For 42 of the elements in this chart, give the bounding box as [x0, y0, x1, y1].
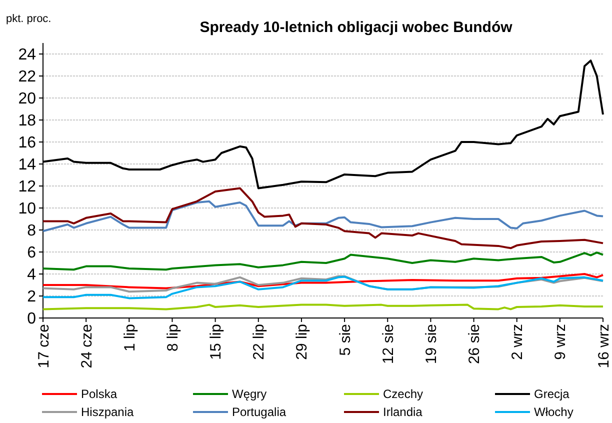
line-series	[42, 273, 604, 290]
y-tick-label: 12	[18, 178, 36, 196]
legend-label: Portugalia	[232, 405, 286, 420]
y-tick-label: 22	[18, 68, 36, 86]
y-tick-label: 20	[18, 90, 36, 108]
legend-label: Grecja	[534, 387, 570, 402]
y-tick-label: 18	[18, 112, 36, 130]
line-series	[42, 200, 604, 232]
legend-label: Węgry	[232, 387, 267, 402]
line-series	[42, 252, 604, 271]
y-tick-label: 6	[27, 244, 36, 262]
x-tick-label: 8 lip	[164, 324, 182, 352]
y-tick-label: 2	[27, 288, 36, 306]
legend-label: Polska	[81, 387, 118, 402]
x-tick-label: 9 wrz	[552, 324, 570, 360]
line-series	[42, 276, 604, 300]
x-tick-label: 22 lip	[250, 324, 268, 360]
x-tick-label: 29 lip	[294, 324, 311, 360]
line-series	[42, 187, 604, 250]
x-tick-label: 17 cze	[35, 324, 52, 368]
legend-label: Irlandia	[383, 405, 423, 420]
legend-label: Hiszpania	[81, 405, 134, 420]
y-tick-label: 24	[18, 46, 36, 64]
y-tick-label: 0	[27, 310, 36, 328]
y-tick-label: 14	[18, 156, 36, 174]
x-tick-label: 24 cze	[78, 324, 96, 368]
x-tick-label: 2 wrz	[509, 324, 526, 360]
x-tick-label: 5 sie	[336, 324, 354, 356]
legend-label: Czechy	[383, 387, 424, 402]
x-tick-label: 19 sie	[422, 324, 440, 364]
y-axis-title: pkt. proc.	[6, 13, 52, 25]
y-tick-label: 4	[27, 266, 36, 284]
y-tick-label: 10	[18, 200, 36, 218]
y-tick-label: 16	[18, 134, 36, 152]
x-tick-label: 26 sie	[466, 324, 484, 364]
legend-label: Włochy	[534, 405, 574, 420]
chart-title: Spready 10-letnich obligacji wobec Bundów	[200, 19, 513, 36]
x-tick-label: 1 lip	[121, 324, 138, 352]
x-tick-label: 16 wrz	[595, 324, 612, 368]
x-tick-label: 12 sie	[380, 324, 397, 364]
y-tick-label: 8	[27, 222, 36, 240]
x-tick-label: 15 lip	[208, 324, 225, 360]
